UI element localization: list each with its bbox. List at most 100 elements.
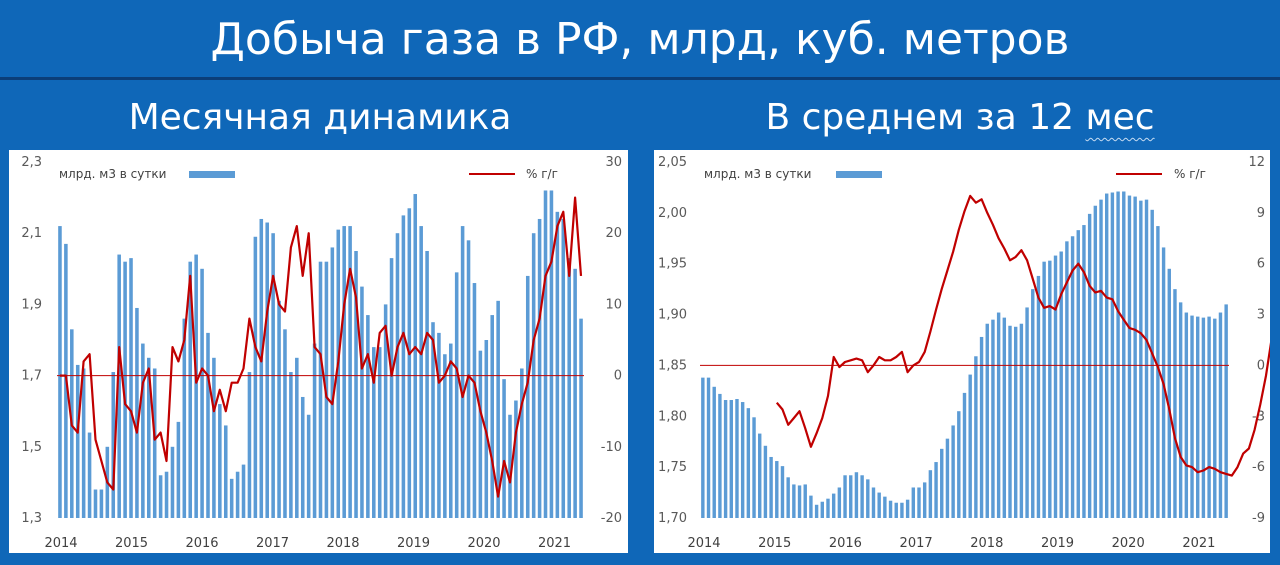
bar: [1082, 225, 1086, 518]
bar: [460, 226, 465, 518]
bar: [300, 396, 305, 518]
bar: [1133, 196, 1137, 518]
bar: [1048, 260, 1052, 518]
y-right-tick-label: -9: [1252, 511, 1265, 526]
bar: [1019, 323, 1024, 518]
bar: [366, 315, 370, 518]
y-right-tick-label: 20: [605, 226, 622, 241]
x-tick-label: 2015: [115, 536, 148, 551]
bar: [706, 377, 711, 518]
bar: [502, 379, 506, 518]
bar: [962, 392, 967, 518]
chart-panel-12-month: 1,70 1,75 1,80 1,85 1,90 1,95 2,00 2,05 -9 -6 -3 0 3…: [654, 150, 1280, 553]
bar: [176, 421, 181, 518]
y-left-tick-label: 1,5: [21, 440, 42, 455]
y-left-tick-label: 1,75: [658, 460, 687, 475]
bar: [797, 485, 802, 518]
bar: [525, 275, 530, 518]
chart-monthly: 1,3 1,5 1,7 1,9 2,1 2,3 -20 -10 0 10 20 30 2014 2015 2…: [21, 155, 622, 551]
y-right-tick-label: -10: [601, 440, 622, 455]
bar: [81, 368, 86, 518]
bar: [1207, 316, 1211, 518]
y-right-tick-label: -20: [601, 511, 622, 526]
bar: [854, 472, 859, 518]
bar: [549, 190, 554, 519]
bar: [514, 400, 518, 518]
bar: [425, 251, 429, 518]
bar: [194, 254, 198, 518]
bar: [1104, 193, 1109, 518]
bar: [968, 374, 972, 518]
bar: [701, 377, 705, 518]
bar: [253, 236, 258, 518]
y-right-tick-label: 30: [605, 155, 622, 170]
bar: [448, 343, 453, 518]
bar: [826, 498, 830, 518]
bar: [490, 315, 494, 518]
x-tick-label: 2014: [44, 536, 77, 551]
bar: [265, 222, 269, 518]
bar: [306, 414, 311, 518]
bar: [170, 446, 175, 518]
bar: [1025, 307, 1029, 518]
bar: [241, 464, 246, 518]
bar: [158, 475, 163, 518]
x-tick-label: 2015: [758, 536, 791, 551]
bar: [295, 357, 299, 518]
bar: [866, 479, 870, 518]
bar: [792, 484, 796, 518]
bar: [496, 300, 500, 518]
bar: [1002, 317, 1007, 518]
bar: [383, 304, 388, 518]
bar: [377, 347, 382, 518]
x-tick-label: 2021: [1182, 536, 1215, 551]
subtitle-12-month: В среднем за 12 мес: [640, 82, 1280, 148]
bar: [883, 496, 887, 518]
bar: [803, 484, 807, 518]
bar: [111, 372, 116, 518]
bar: [1144, 199, 1149, 518]
y-left-tick-label: 1,95: [658, 257, 687, 272]
x-tick-label: 2014: [687, 536, 720, 551]
bar: [735, 398, 739, 518]
bar: [911, 487, 916, 518]
bar: [837, 487, 842, 518]
bar: [996, 312, 1001, 518]
bar: [212, 357, 216, 518]
bar: [809, 495, 813, 518]
subtitle-12-month-main: В среднем за 12: [765, 97, 1086, 138]
bar: [780, 466, 785, 518]
y-right-tick-label: 9: [1257, 206, 1265, 221]
x-tick-label: 2018: [326, 536, 359, 551]
bar: [1201, 317, 1206, 518]
chart-12-month: 1,701,751,801,851,901,952,002,05-9-6-303…: [658, 155, 1280, 551]
bar: [354, 251, 358, 518]
bar: [1178, 302, 1183, 518]
y-left-tick-label: 1,3: [21, 511, 42, 526]
y-left-tick-label: 2,3: [21, 155, 42, 170]
bar: [900, 502, 904, 518]
bar: [917, 487, 921, 518]
bar: [223, 425, 228, 518]
bar: [401, 215, 406, 518]
title-divider: [0, 77, 1280, 80]
bar: [318, 261, 323, 518]
x-tick-label: 2016: [829, 536, 862, 551]
y-right-tick-label: 0: [1257, 358, 1265, 373]
bar: [1059, 251, 1063, 518]
x-tick-label: 2017: [900, 536, 933, 551]
bar: [1127, 195, 1132, 518]
legend-bars-label: млрд. м3 в сутки: [59, 167, 166, 181]
x-tick-label: 2020: [467, 536, 500, 551]
x-tick-label: 2019: [1041, 536, 1074, 551]
bar: [1099, 199, 1103, 518]
bar: [974, 356, 978, 518]
legend-line-label: % г/г: [1174, 167, 1206, 181]
bar: [1150, 209, 1154, 518]
bar: [277, 300, 281, 518]
bar: [200, 268, 204, 518]
bar: [1008, 325, 1012, 518]
bar: [508, 414, 512, 518]
bar: [561, 218, 566, 518]
bar: [431, 322, 435, 518]
